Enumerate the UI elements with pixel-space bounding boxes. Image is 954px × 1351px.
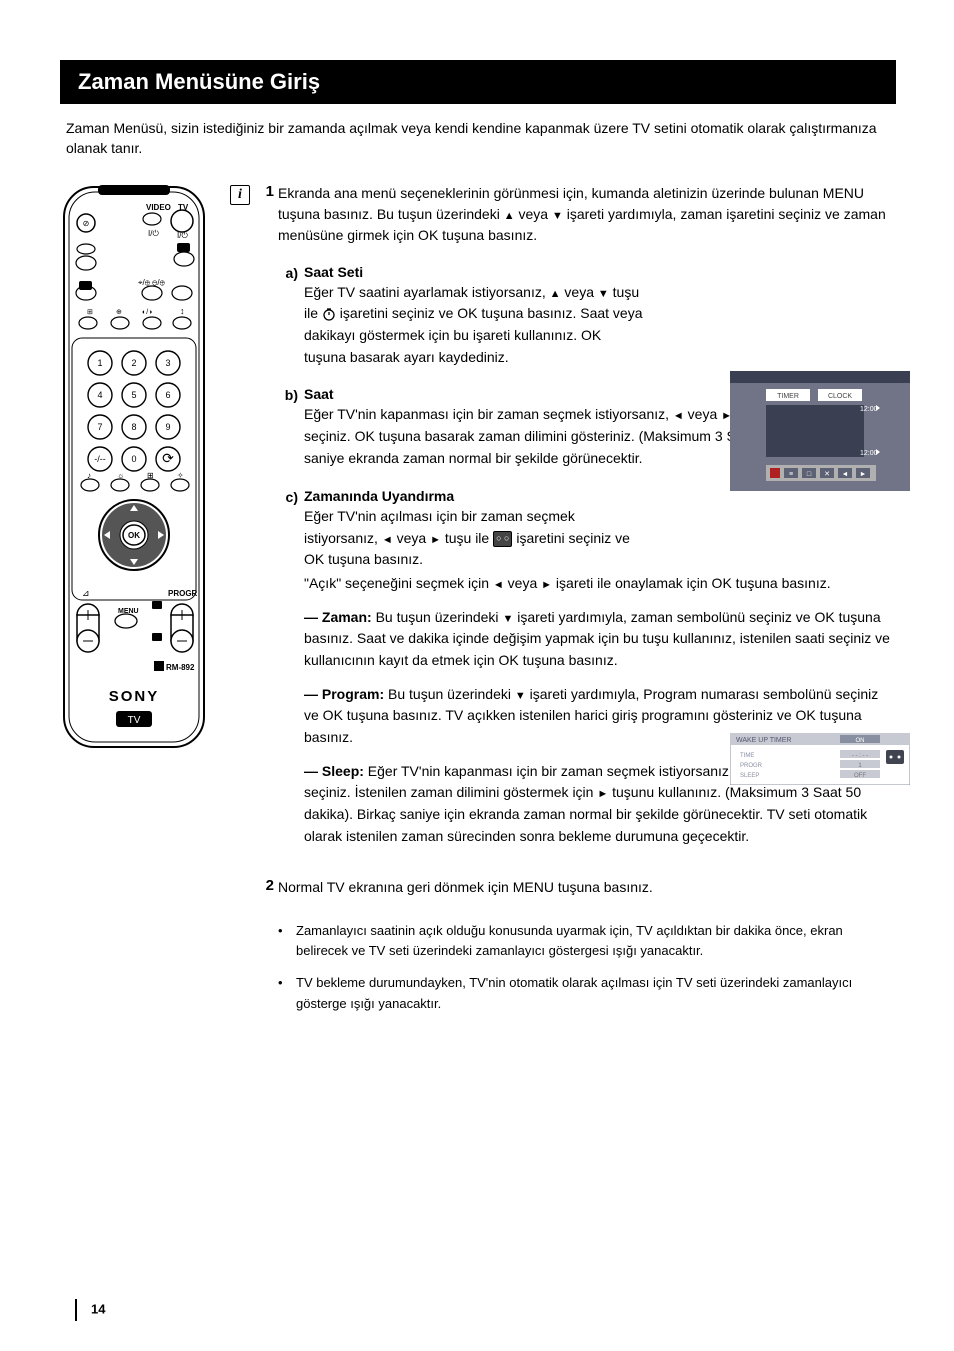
- svg-text:TIME: TIME: [740, 753, 754, 759]
- step-number: 2: [260, 877, 278, 894]
- svg-text:⟳: ⟳: [162, 450, 174, 466]
- svg-text:I/⏻: I/⏻: [148, 229, 159, 238]
- svg-text:►: ►: [860, 471, 867, 478]
- step-number: 1: [260, 183, 278, 200]
- down-arrow-icon: [598, 284, 609, 300]
- svg-text:12:00: 12:00: [860, 406, 878, 413]
- svg-text:8: 8: [131, 422, 136, 432]
- step-1-text: Ekranda ana menü seçeneklerinin görünmes…: [278, 183, 896, 246]
- substep-a: a) Saat Seti Eğer TV saatini ayarlamak i…: [276, 264, 896, 369]
- svg-text:9: 9: [165, 422, 170, 432]
- wakeup-osd: WAKE UP TIMER ON TIME - - : - - PROGR 1 …: [730, 733, 910, 785]
- svg-text:⊞: ⊞: [147, 471, 154, 480]
- wakeup-osd-icon: ○ ○: [493, 531, 512, 547]
- left-arrow-icon: [382, 530, 393, 546]
- note-1: • Zamanlayıcı saatinin açık olduğu konus…: [278, 921, 896, 961]
- svg-text:VIDEO: VIDEO: [146, 203, 171, 212]
- svg-text:◐/◑: ◐/◑: [142, 309, 152, 316]
- substep-a-body: Eğer TV saatini ayarlamak istiyorsanız, …: [304, 282, 644, 369]
- page-number: 14: [75, 1299, 105, 1321]
- substep-c-line-time: — Zaman: Bu tuşun üzerindeki işareti yar…: [304, 607, 896, 672]
- right-arrow-icon: [430, 530, 441, 546]
- svg-text:6: 6: [165, 390, 170, 400]
- svg-text:✧: ✧: [177, 471, 184, 480]
- timer-menu-osd: TIMER CLOCK 12:00 12:00 ≡ □ ✕ ◄ ►: [730, 371, 910, 491]
- svg-text:⊞: ⊞: [87, 309, 93, 316]
- intro-paragraph: Zaman Menüsü, sizin istediğiniz bir zama…: [60, 118, 896, 159]
- down-arrow-icon: [552, 206, 563, 222]
- clock-icon: [322, 305, 336, 321]
- svg-text:-/--: -/--: [94, 454, 106, 464]
- svg-text:✕: ✕: [824, 471, 830, 478]
- svg-text:2: 2: [131, 358, 136, 368]
- substep-c: c) Zamanında Uyandırma Eğer TV'nin açılm…: [276, 488, 896, 848]
- svg-text:TIMER: TIMER: [777, 393, 799, 400]
- svg-text:TV: TV: [128, 715, 141, 726]
- up-arrow-icon: [550, 284, 561, 300]
- svg-text:WAKE UP TIMER: WAKE UP TIMER: [736, 737, 792, 744]
- svg-text:PROGR: PROGR: [168, 589, 198, 598]
- section-header: Zaman Menüsüne Giriş: [60, 60, 896, 104]
- substep-a-head: Saat Seti: [304, 264, 896, 280]
- svg-text:I/⏻: I/⏻: [177, 231, 188, 240]
- svg-text:PROGR: PROGR: [740, 763, 763, 769]
- svg-text:OFF: OFF: [854, 773, 866, 779]
- substep-c-body: Eğer TV'nin açılması için bir zaman seçm…: [304, 506, 644, 571]
- svg-text:OK: OK: [128, 531, 140, 540]
- svg-text:⊕: ⊕: [116, 309, 122, 316]
- svg-text:ON: ON: [856, 738, 865, 744]
- svg-text:SLEEP: SLEEP: [740, 773, 759, 779]
- svg-text:5: 5: [131, 390, 136, 400]
- down-arrow-icon: [502, 609, 513, 625]
- svg-text:7: 7: [97, 422, 102, 432]
- svg-text:CLOCK: CLOCK: [828, 393, 852, 400]
- svg-text:SONY: SONY: [109, 688, 160, 705]
- step-2-text: Normal TV ekranına geri dönmek için MENU…: [278, 877, 653, 899]
- svg-text:- - : - -: - - : - -: [852, 753, 868, 759]
- svg-text:4: 4: [97, 390, 102, 400]
- svg-text:RM-892: RM-892: [166, 663, 195, 672]
- right-arrow-icon: [597, 784, 608, 800]
- note-2: • TV bekleme durumundayken, TV'nin otoma…: [278, 973, 896, 1013]
- svg-text:12:00: 12:00: [860, 450, 878, 457]
- step-1: i 1 Ekranda ana menü seçeneklerinin görü…: [230, 183, 896, 246]
- info-icon: i: [230, 185, 250, 205]
- svg-text:≡: ≡: [789, 471, 793, 478]
- svg-text:⊘: ⊘: [83, 219, 90, 228]
- svg-text:☼: ☼: [117, 471, 124, 480]
- remote-control-illustration: VIDEO TV ⊘ I/⏻ I/⏻ ⌖/⊕ ⊖/⊕ ⊞: [60, 183, 208, 753]
- svg-text:3: 3: [165, 358, 170, 368]
- down-arrow-icon: [515, 686, 526, 702]
- section-title: Zaman Menüsüne Giriş: [78, 69, 320, 95]
- svg-text:0: 0: [131, 454, 136, 464]
- left-arrow-icon: [493, 575, 504, 591]
- svg-text:♪: ♪: [87, 471, 91, 480]
- up-arrow-icon: [504, 206, 515, 222]
- substep-c-line1: "Açık" seçeneğini seçmek için veya işare…: [304, 573, 896, 595]
- right-arrow-icon: [541, 575, 552, 591]
- left-arrow-icon: [673, 406, 684, 422]
- svg-text:1: 1: [97, 358, 102, 368]
- svg-text:⊿: ⊿: [82, 588, 90, 598]
- step-2: 2 Normal TV ekranına geri dönmek için ME…: [230, 877, 896, 899]
- svg-text:↕: ↕: [180, 306, 185, 316]
- svg-text:◄: ◄: [842, 471, 849, 478]
